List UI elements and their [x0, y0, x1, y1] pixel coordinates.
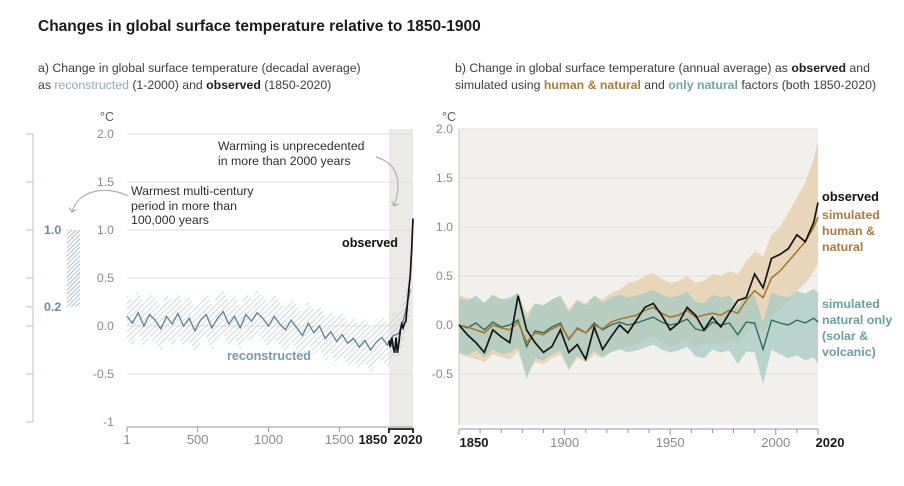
- annotation-warmest-line3: 100,000 years: [131, 213, 209, 227]
- page-title: Changes in global surface temperature re…: [38, 18, 481, 35]
- panel-b-subtitle-human-natural: human & natural: [543, 78, 641, 92]
- svg-text:1.0: 1.0: [436, 220, 453, 234]
- svg-text:1950: 1950: [656, 435, 685, 450]
- svg-text:0.0: 0.0: [436, 318, 453, 332]
- svg-text:0.5: 0.5: [97, 271, 114, 285]
- panel-b-subtitle-only-natural: only natural: [668, 78, 738, 92]
- svg-text:-1: -1: [103, 415, 114, 429]
- svg-text:0.0: 0.0: [97, 319, 114, 333]
- svg-text:-0.5: -0.5: [93, 367, 114, 381]
- panel-a-observed-label: observed: [342, 236, 398, 250]
- annotation-unprecedented: Warming is unprecedented in more than 20…: [218, 139, 398, 168]
- annotation-warmest: Warmest multi-century period in more tha…: [131, 184, 291, 228]
- svg-text:2.0: 2.0: [436, 122, 453, 136]
- svg-text:2.0: 2.0: [97, 127, 114, 141]
- svg-text:1: 1: [123, 432, 130, 447]
- panel-b-subtitle-post: factors (both 1850-2020): [737, 78, 877, 92]
- panel-a-subtitle-post: (1850-2020): [260, 78, 332, 92]
- svg-text:1500: 1500: [325, 432, 354, 447]
- panel-a-subtitle-mid: (1-2000) and: [128, 78, 207, 92]
- svg-text:1850: 1850: [358, 432, 387, 447]
- arrow-to-observed-spike: [375, 156, 399, 207]
- svg-text:1850: 1850: [460, 435, 489, 450]
- panel-b-subtitle-line1-post: and: [846, 61, 870, 75]
- panel-a-plot: 1 500 1000 1500 1850 20202.01.51.00.50.0-0.5-…: [26, 127, 422, 447]
- panel-a-reconstructed-label: reconstructed: [227, 349, 311, 363]
- svg-text:1.5: 1.5: [436, 171, 453, 185]
- panel-a-subtitle-pre: as: [38, 78, 55, 92]
- annotation-warmest-line1: Warmest multi-century: [131, 184, 254, 198]
- panel-a-subtitle-reconstructed: reconstructed: [54, 78, 129, 92]
- panel-a-unit-label: °C: [99, 110, 114, 124]
- mini-axis-label-0-2: 0.2: [44, 300, 62, 314]
- svg-text:500: 500: [187, 432, 209, 447]
- panel-b-legend-natural-only: simulated natural only (solar & volcanic…: [822, 297, 893, 359]
- panel-b-subtitle-line2-pre: simulated using: [455, 78, 544, 92]
- svg-text:0.5: 0.5: [436, 269, 453, 283]
- svg-text:2020: 2020: [394, 432, 423, 447]
- panel-a-subtitle-line1: a) Change in global surface temperature …: [38, 61, 361, 75]
- panel-a-subtitle: a) Change in global surface temperature …: [38, 60, 428, 94]
- annotation-warmest-line2: period in more than: [131, 198, 237, 213]
- panel-a-subtitle-observed: observed: [206, 78, 261, 92]
- svg-text:1000: 1000: [254, 432, 283, 447]
- panel-b-plot: 1850 1900 1950 2000 2020 2.0 1.5 1.0 0.5 0.0 -0.5: [432, 122, 845, 450]
- svg-text:-0.5: -0.5: [432, 367, 453, 381]
- annotation-unprecedented-line1: Warming is unprecedented: [218, 139, 365, 153]
- svg-text:1.0: 1.0: [97, 223, 114, 237]
- panel-b-subtitle-observed: observed: [791, 61, 847, 75]
- mini-axis-label-1-0: 1.0: [44, 223, 62, 237]
- panel-b-unit-label: °C: [441, 110, 456, 124]
- panel-b-legend-observed: observed: [822, 189, 879, 204]
- svg-text:1900: 1900: [550, 435, 579, 450]
- panel-b-subtitle-mid: and: [640, 78, 669, 92]
- svg-text:1.5: 1.5: [97, 175, 114, 189]
- svg-text:2000: 2000: [761, 435, 790, 450]
- arrow-to-warmest-bar: [68, 189, 129, 213]
- svg-text:2020: 2020: [816, 435, 845, 450]
- panel-b-subtitle: b) Change in global surface temperature …: [455, 60, 900, 94]
- annotation-unprecedented-line2: in more than 2000 years: [218, 153, 351, 168]
- panel-b-legend-human-natural: simulated human & natural: [822, 208, 880, 254]
- panel-b-subtitle-pre: b) Change in global surface temperature …: [455, 61, 792, 75]
